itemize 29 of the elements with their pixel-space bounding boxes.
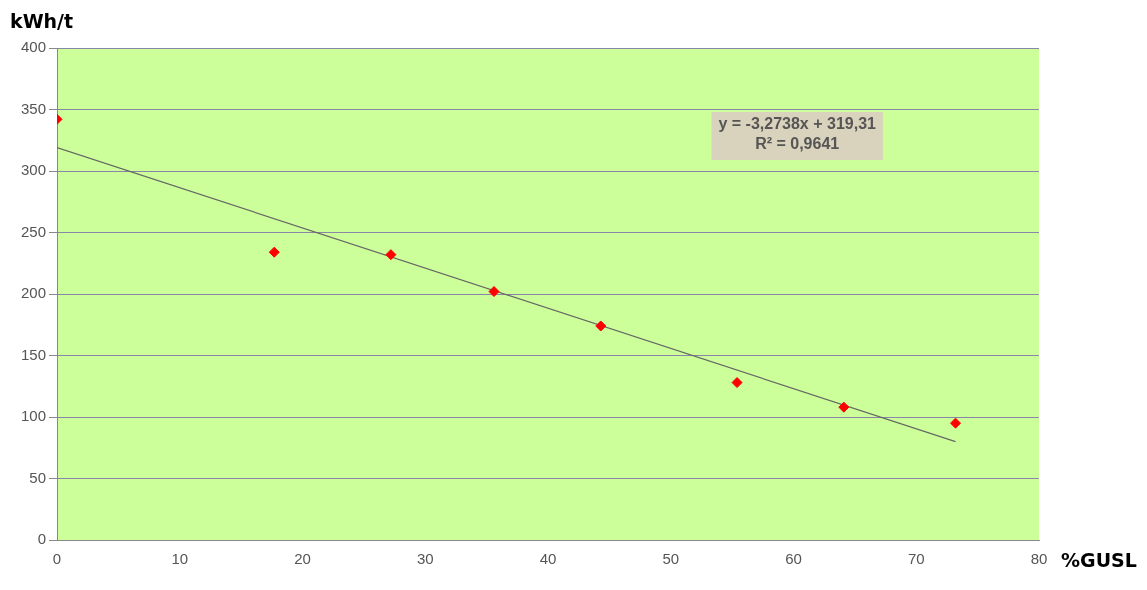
y-tick-label: 300 bbox=[21, 161, 47, 179]
y-tick-label: 0 bbox=[37, 530, 47, 548]
x-tick-label: 40 bbox=[539, 550, 557, 568]
y-axis-title: kWh/t bbox=[10, 10, 74, 33]
y-tick-label: 350 bbox=[21, 99, 47, 117]
point bbox=[595, 320, 607, 332]
point bbox=[950, 417, 962, 429]
y-tick-label: 200 bbox=[21, 284, 47, 302]
y-tick-label: 150 bbox=[21, 345, 47, 363]
y-tick-label: 100 bbox=[21, 407, 47, 425]
x-tick-label: 10 bbox=[171, 550, 189, 568]
x-tick-label: 50 bbox=[662, 550, 680, 568]
x-axis-title: %GUSL bbox=[1061, 548, 1137, 571]
point bbox=[731, 377, 743, 389]
point bbox=[268, 246, 280, 258]
point bbox=[385, 249, 397, 261]
x-tick-label: 60 bbox=[785, 550, 802, 568]
point bbox=[838, 401, 850, 413]
x-tick-label: 70 bbox=[907, 550, 925, 568]
annotation: R² = 0,9641 bbox=[755, 135, 840, 153]
x-tick-label: 30 bbox=[416, 550, 434, 568]
point bbox=[488, 286, 500, 298]
annotation: y = -3,2738x + 319,31 bbox=[718, 115, 877, 133]
y-tick-label: 50 bbox=[29, 468, 47, 486]
x-tick-label: 20 bbox=[294, 550, 311, 568]
x-tick-label: 80 bbox=[1030, 550, 1048, 568]
x-tick-label: 0 bbox=[52, 550, 62, 568]
y-tick-label: 400 bbox=[21, 38, 47, 56]
y-tick-label: 250 bbox=[21, 222, 47, 240]
